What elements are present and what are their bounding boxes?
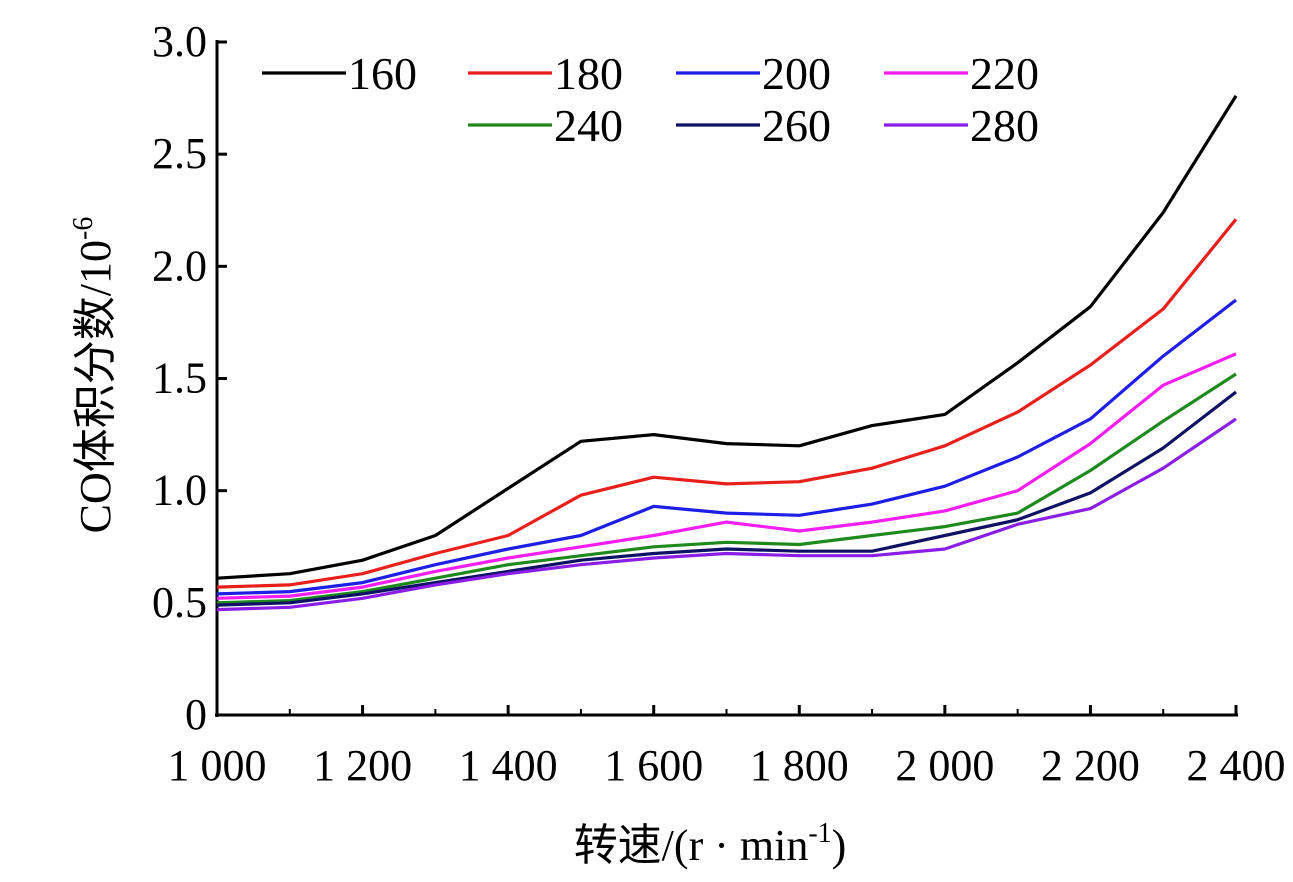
legend-label-160: 160 [348, 48, 417, 99]
series-lines [216, 94, 1238, 612]
x-tick-label: 1 600 [604, 741, 703, 790]
x-tick-label: 1 200 [313, 741, 412, 790]
legend: 160 180 200 220 240 260 280 [262, 48, 1039, 151]
y-axis-title-superscript: -6 [68, 217, 99, 240]
x-tick-label: 2 200 [1041, 741, 1140, 790]
y-axis-ticks: 0 0.5 1.0 1.5 2.0 2.5 3.0 [152, 17, 227, 739]
y-tick-label: 1.0 [152, 466, 207, 515]
series-line-160 [216, 94, 1238, 580]
series-line-260 [216, 390, 1237, 607]
y-tick-label: 2.0 [152, 241, 207, 290]
x-axis-title: 转速/(r · min-1) [574, 818, 847, 870]
x-tick-label: 1 000 [168, 741, 267, 790]
series-line-220 [216, 352, 1237, 600]
y-tick-label: 0.5 [152, 578, 207, 627]
x-axis-ticks: 1 000 1 200 1 400 1 600 1 800 2 000 2 200 2 400 [168, 705, 1286, 790]
legend-label-280: 280 [970, 100, 1039, 151]
y-axis-title: CO体积分数/10-6 [68, 217, 120, 534]
y-tick-label: 2.5 [152, 129, 207, 178]
legend-label-240: 240 [554, 100, 623, 151]
legend-label-220: 220 [970, 48, 1039, 99]
x-axis-title-end: ) [832, 821, 847, 870]
x-tick-label: 1 800 [750, 741, 849, 790]
legend-label-200: 200 [762, 48, 831, 99]
series-line-180 [216, 218, 1238, 589]
x-tick-label: 2 000 [895, 741, 994, 790]
series-line-280 [216, 417, 1237, 612]
legend-label-260: 260 [762, 100, 831, 151]
y-tick-label: 0 [185, 690, 207, 739]
legend-label-180: 180 [554, 48, 623, 99]
y-tick-label: 1.5 [152, 354, 207, 403]
x-tick-label: 1 400 [459, 741, 558, 790]
y-tick-label: 3.0 [152, 17, 207, 66]
series-line-240 [216, 372, 1237, 605]
x-axis-title-superscript: -1 [808, 818, 831, 849]
series-line-200 [216, 298, 1237, 596]
x-tick-label: 2 400 [1187, 741, 1286, 790]
